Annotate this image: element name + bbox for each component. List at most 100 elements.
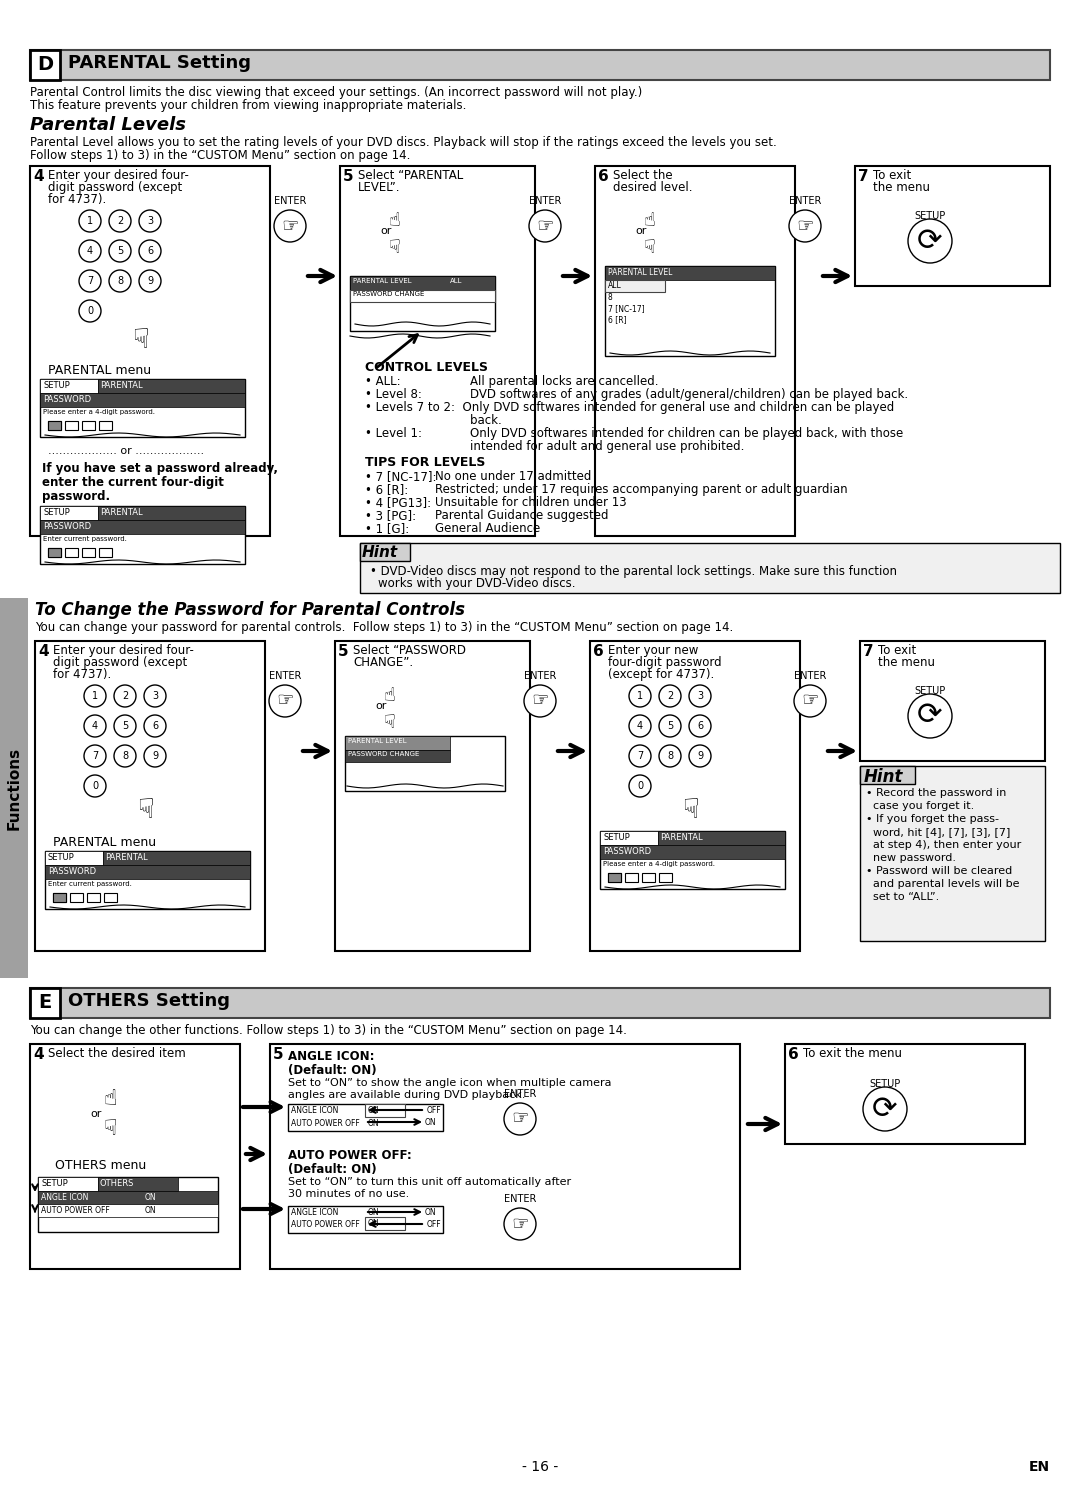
Text: for 4737).: for 4737). (53, 669, 111, 681)
Text: 7: 7 (863, 643, 874, 658)
Bar (45, 865, 249, 880)
Bar (40, 507, 98, 520)
Text: • 6 [R]:: • 6 [R]: (365, 483, 408, 496)
Circle shape (139, 270, 161, 293)
Text: ENTER: ENTER (524, 672, 556, 681)
Text: 9: 9 (697, 750, 703, 761)
Text: PARENTAL: PARENTAL (100, 508, 143, 517)
Bar (360, 542, 1059, 593)
Text: OTHERS Setting: OTHERS Setting (68, 993, 230, 1010)
Text: • 7 [NC-17]:: • 7 [NC-17]: (365, 470, 436, 483)
Text: Select the: Select the (613, 169, 673, 181)
Text: word, hit [4], [7], [3], [7]: word, hit [4], [7], [3], [7] (866, 828, 1011, 837)
Bar (785, 1045, 1025, 1144)
Text: 6: 6 (152, 721, 158, 731)
Circle shape (629, 776, 651, 796)
Text: enter the current four-digit: enter the current four-digit (42, 476, 224, 489)
Text: DVD softwares of any grades (adult/general/children) can be played back.: DVD softwares of any grades (adult/gener… (455, 388, 908, 401)
Text: 0: 0 (637, 782, 643, 791)
Bar (345, 736, 505, 791)
Text: or: or (380, 226, 391, 236)
Bar (270, 1045, 740, 1269)
Bar (590, 640, 800, 951)
Bar (38, 1204, 218, 1217)
Text: • Record the password in: • Record the password in (866, 788, 1007, 798)
Text: Parental Level allows you to set the rating levels of your DVD discs. Playback w: Parental Level allows you to set the rat… (30, 137, 777, 149)
Text: ENTER: ENTER (269, 672, 301, 681)
Circle shape (689, 715, 711, 737)
Text: Only DVD softwares intended for children can be played back, with those: Only DVD softwares intended for children… (455, 426, 903, 440)
Bar (860, 640, 1045, 761)
Bar (30, 988, 1050, 1018)
Text: 5: 5 (273, 1048, 284, 1062)
Text: 5: 5 (343, 169, 353, 184)
Text: Enter your new: Enter your new (608, 643, 699, 657)
Text: ⟳: ⟳ (873, 1095, 897, 1123)
Bar (288, 1207, 443, 1233)
Bar (65, 421, 78, 429)
Text: ☞: ☞ (796, 217, 813, 235)
Text: - 16 -: - 16 - (522, 1461, 558, 1474)
Bar (38, 1190, 218, 1204)
Text: 4: 4 (38, 643, 49, 658)
Text: 7: 7 (858, 169, 868, 184)
Text: PASSWORD CHANGE: PASSWORD CHANGE (353, 291, 424, 297)
Text: SETUP: SETUP (48, 853, 75, 862)
Bar (365, 1217, 405, 1230)
Text: PASSWORD: PASSWORD (48, 866, 96, 877)
Text: Select “PASSWORD: Select “PASSWORD (353, 643, 465, 657)
Text: ANGLE ICON: ANGLE ICON (41, 1193, 89, 1202)
Text: Unsuitable for children under 13: Unsuitable for children under 13 (435, 496, 626, 510)
Circle shape (139, 241, 161, 262)
Text: Select “PARENTAL: Select “PARENTAL (357, 169, 463, 181)
Text: To exit: To exit (873, 169, 912, 181)
Bar (103, 851, 249, 865)
Text: This feature prevents your children from viewing inappropriate materials.: This feature prevents your children from… (30, 100, 467, 111)
Bar (30, 51, 60, 80)
Text: ENTER: ENTER (503, 1089, 536, 1100)
Bar (40, 379, 245, 437)
Circle shape (79, 300, 102, 322)
Text: 8: 8 (117, 276, 123, 285)
Circle shape (144, 685, 166, 707)
Bar (82, 548, 95, 557)
Text: ☞: ☞ (537, 217, 554, 235)
Text: ☝: ☝ (644, 211, 656, 230)
Circle shape (269, 685, 301, 718)
Text: ☞: ☞ (276, 691, 294, 710)
Text: SETUP: SETUP (915, 211, 946, 221)
Text: You can change your password for parental controls.  Follow steps 1) to 3) in th: You can change your password for parenta… (35, 621, 733, 635)
Bar (659, 872, 672, 883)
Bar (30, 988, 60, 1018)
Bar (625, 872, 638, 883)
Text: 7: 7 (86, 276, 93, 285)
Bar (48, 421, 60, 429)
Text: ON: ON (368, 1119, 380, 1128)
Circle shape (109, 210, 131, 232)
Text: ⟳: ⟳ (917, 701, 943, 731)
Text: PASSWORD: PASSWORD (43, 395, 91, 404)
Circle shape (274, 210, 306, 242)
Text: and parental levels will be: and parental levels will be (866, 880, 1020, 889)
Text: OTHERS: OTHERS (100, 1178, 134, 1187)
Text: Enter your desired four-: Enter your desired four- (48, 169, 189, 181)
Text: digit password (except: digit password (except (48, 181, 183, 195)
Text: 6: 6 (598, 169, 609, 184)
Text: ALL: ALL (450, 278, 462, 284)
Text: ANGLE ICON: ANGLE ICON (291, 1208, 338, 1217)
Text: Follow steps 1) to 3) in the “CUSTOM Menu” section on page 14.: Follow steps 1) to 3) in the “CUSTOM Men… (30, 149, 410, 162)
Circle shape (629, 744, 651, 767)
Text: 7 [NC-17]: 7 [NC-17] (608, 305, 645, 314)
Text: the menu: the menu (873, 181, 930, 195)
Circle shape (524, 685, 556, 718)
Text: E: E (39, 994, 52, 1012)
Text: ALL: ALL (608, 281, 622, 290)
Text: password.: password. (42, 490, 110, 502)
Circle shape (659, 715, 681, 737)
Text: 9: 9 (152, 750, 158, 761)
Text: 5: 5 (338, 643, 349, 658)
Circle shape (139, 210, 161, 232)
Text: ENTER: ENTER (503, 1193, 536, 1204)
Text: 5: 5 (122, 721, 129, 731)
Bar (70, 893, 83, 902)
